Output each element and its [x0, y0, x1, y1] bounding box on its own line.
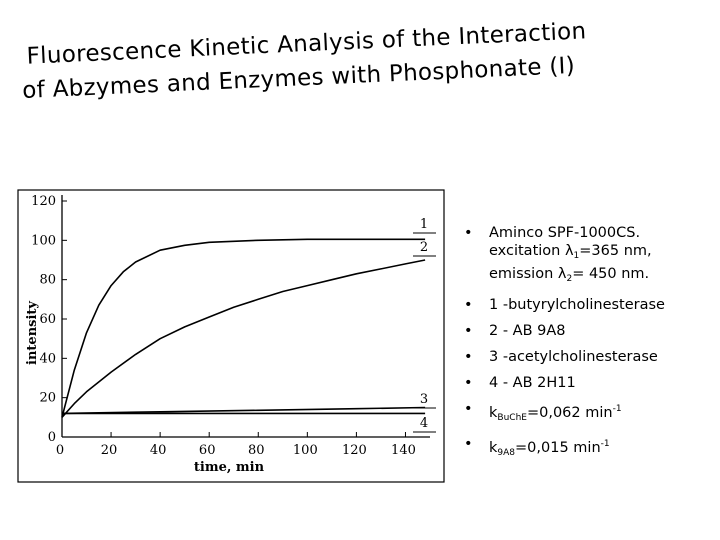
y-tick-label: 0	[48, 430, 56, 445]
note-curve-3-text: 3 -acetylcholinesterase	[489, 349, 658, 365]
note-curve-1-text: 1 -butyrylcholinesterase	[489, 297, 665, 313]
bullet: •	[464, 401, 473, 417]
note-excitation-value: =365 nm,	[579, 243, 652, 259]
bullet: •	[464, 349, 473, 365]
note-k-buche-symbol: k	[489, 405, 498, 421]
bullet: •	[464, 323, 473, 339]
x-axis-label: time, min	[194, 460, 265, 475]
note-curve-2: • 2 - AB 9A8	[464, 322, 714, 340]
series-label-4: 4	[420, 416, 428, 431]
x-tick-label: 80	[248, 443, 265, 458]
bullet: •	[464, 297, 473, 313]
note-excitation-sub: 1	[573, 251, 580, 261]
note-excitation-label: excitation λ	[489, 243, 574, 259]
series-label-1: 1	[420, 217, 428, 232]
x-tick-label: 40	[150, 443, 167, 458]
note-emission-sub: 2	[566, 274, 573, 284]
bullet: •	[464, 436, 473, 452]
y-axis-label: intensity	[25, 301, 40, 365]
y-tick-label: 60	[39, 312, 56, 327]
note-emission-value: = 450 nm.	[572, 266, 650, 282]
series-line-3	[61, 406, 426, 415]
note-k-buche-sub: BuChE	[497, 413, 527, 423]
note-curve-4-text: 4 - AB 2H11	[489, 375, 576, 391]
note-curve-3: • 3 -acetylcholinesterase	[464, 348, 714, 366]
series-line-2	[61, 259, 426, 418]
note-k-9a8-value: =0,015 min	[515, 440, 601, 456]
y-tick-label: 120	[31, 194, 56, 209]
note-k-buche-value: =0,062 min	[526, 405, 613, 421]
x-tick-label: 100	[293, 443, 318, 458]
note-k-9a8-symbol: k	[489, 440, 498, 456]
note-curve-1: • 1 -butyrylcholinesterase	[464, 296, 714, 314]
series-label-2: 2	[420, 240, 428, 255]
note-k-9a8-sub: 9A8	[497, 448, 516, 458]
x-tick-label: 20	[101, 443, 118, 458]
note-k-9a8-sup: -1	[600, 439, 610, 449]
note-k-buche: • kBuChE=0,062 min-1	[464, 400, 714, 427]
y-tick-label: 100	[31, 233, 56, 248]
note-k-buche-sup: -1	[612, 404, 622, 414]
x-tick-label: 0	[56, 443, 64, 458]
series-label-3: 3	[420, 392, 428, 407]
x-tick-label: 60	[199, 443, 216, 458]
y-tick-label: 80	[39, 273, 56, 288]
note-emission-label: emission λ	[489, 266, 567, 282]
x-tick-label: 140	[391, 443, 416, 458]
note-curve-2-text: 2 - AB 9A8	[489, 323, 566, 339]
note-k-9a8: • k9A8=0,015 min-1	[464, 435, 714, 462]
y-tick-label: 20	[39, 391, 56, 406]
y-tick-label: 40	[39, 351, 56, 366]
note-instrument: • Aminco SPF-1000CS. excitation λ1=365 n…	[464, 224, 714, 288]
note-instrument-name: Aminco SPF-1000CS.	[489, 225, 641, 241]
chart-frame	[17, 189, 445, 483]
series-line-1	[61, 238, 426, 418]
x-tick-label: 120	[342, 443, 367, 458]
note-curve-4: • 4 - AB 2H11	[464, 374, 714, 392]
bullet: •	[464, 225, 473, 241]
notes-list: • Aminco SPF-1000CS. excitation λ1=365 n…	[464, 224, 714, 470]
bullet: •	[464, 375, 473, 391]
